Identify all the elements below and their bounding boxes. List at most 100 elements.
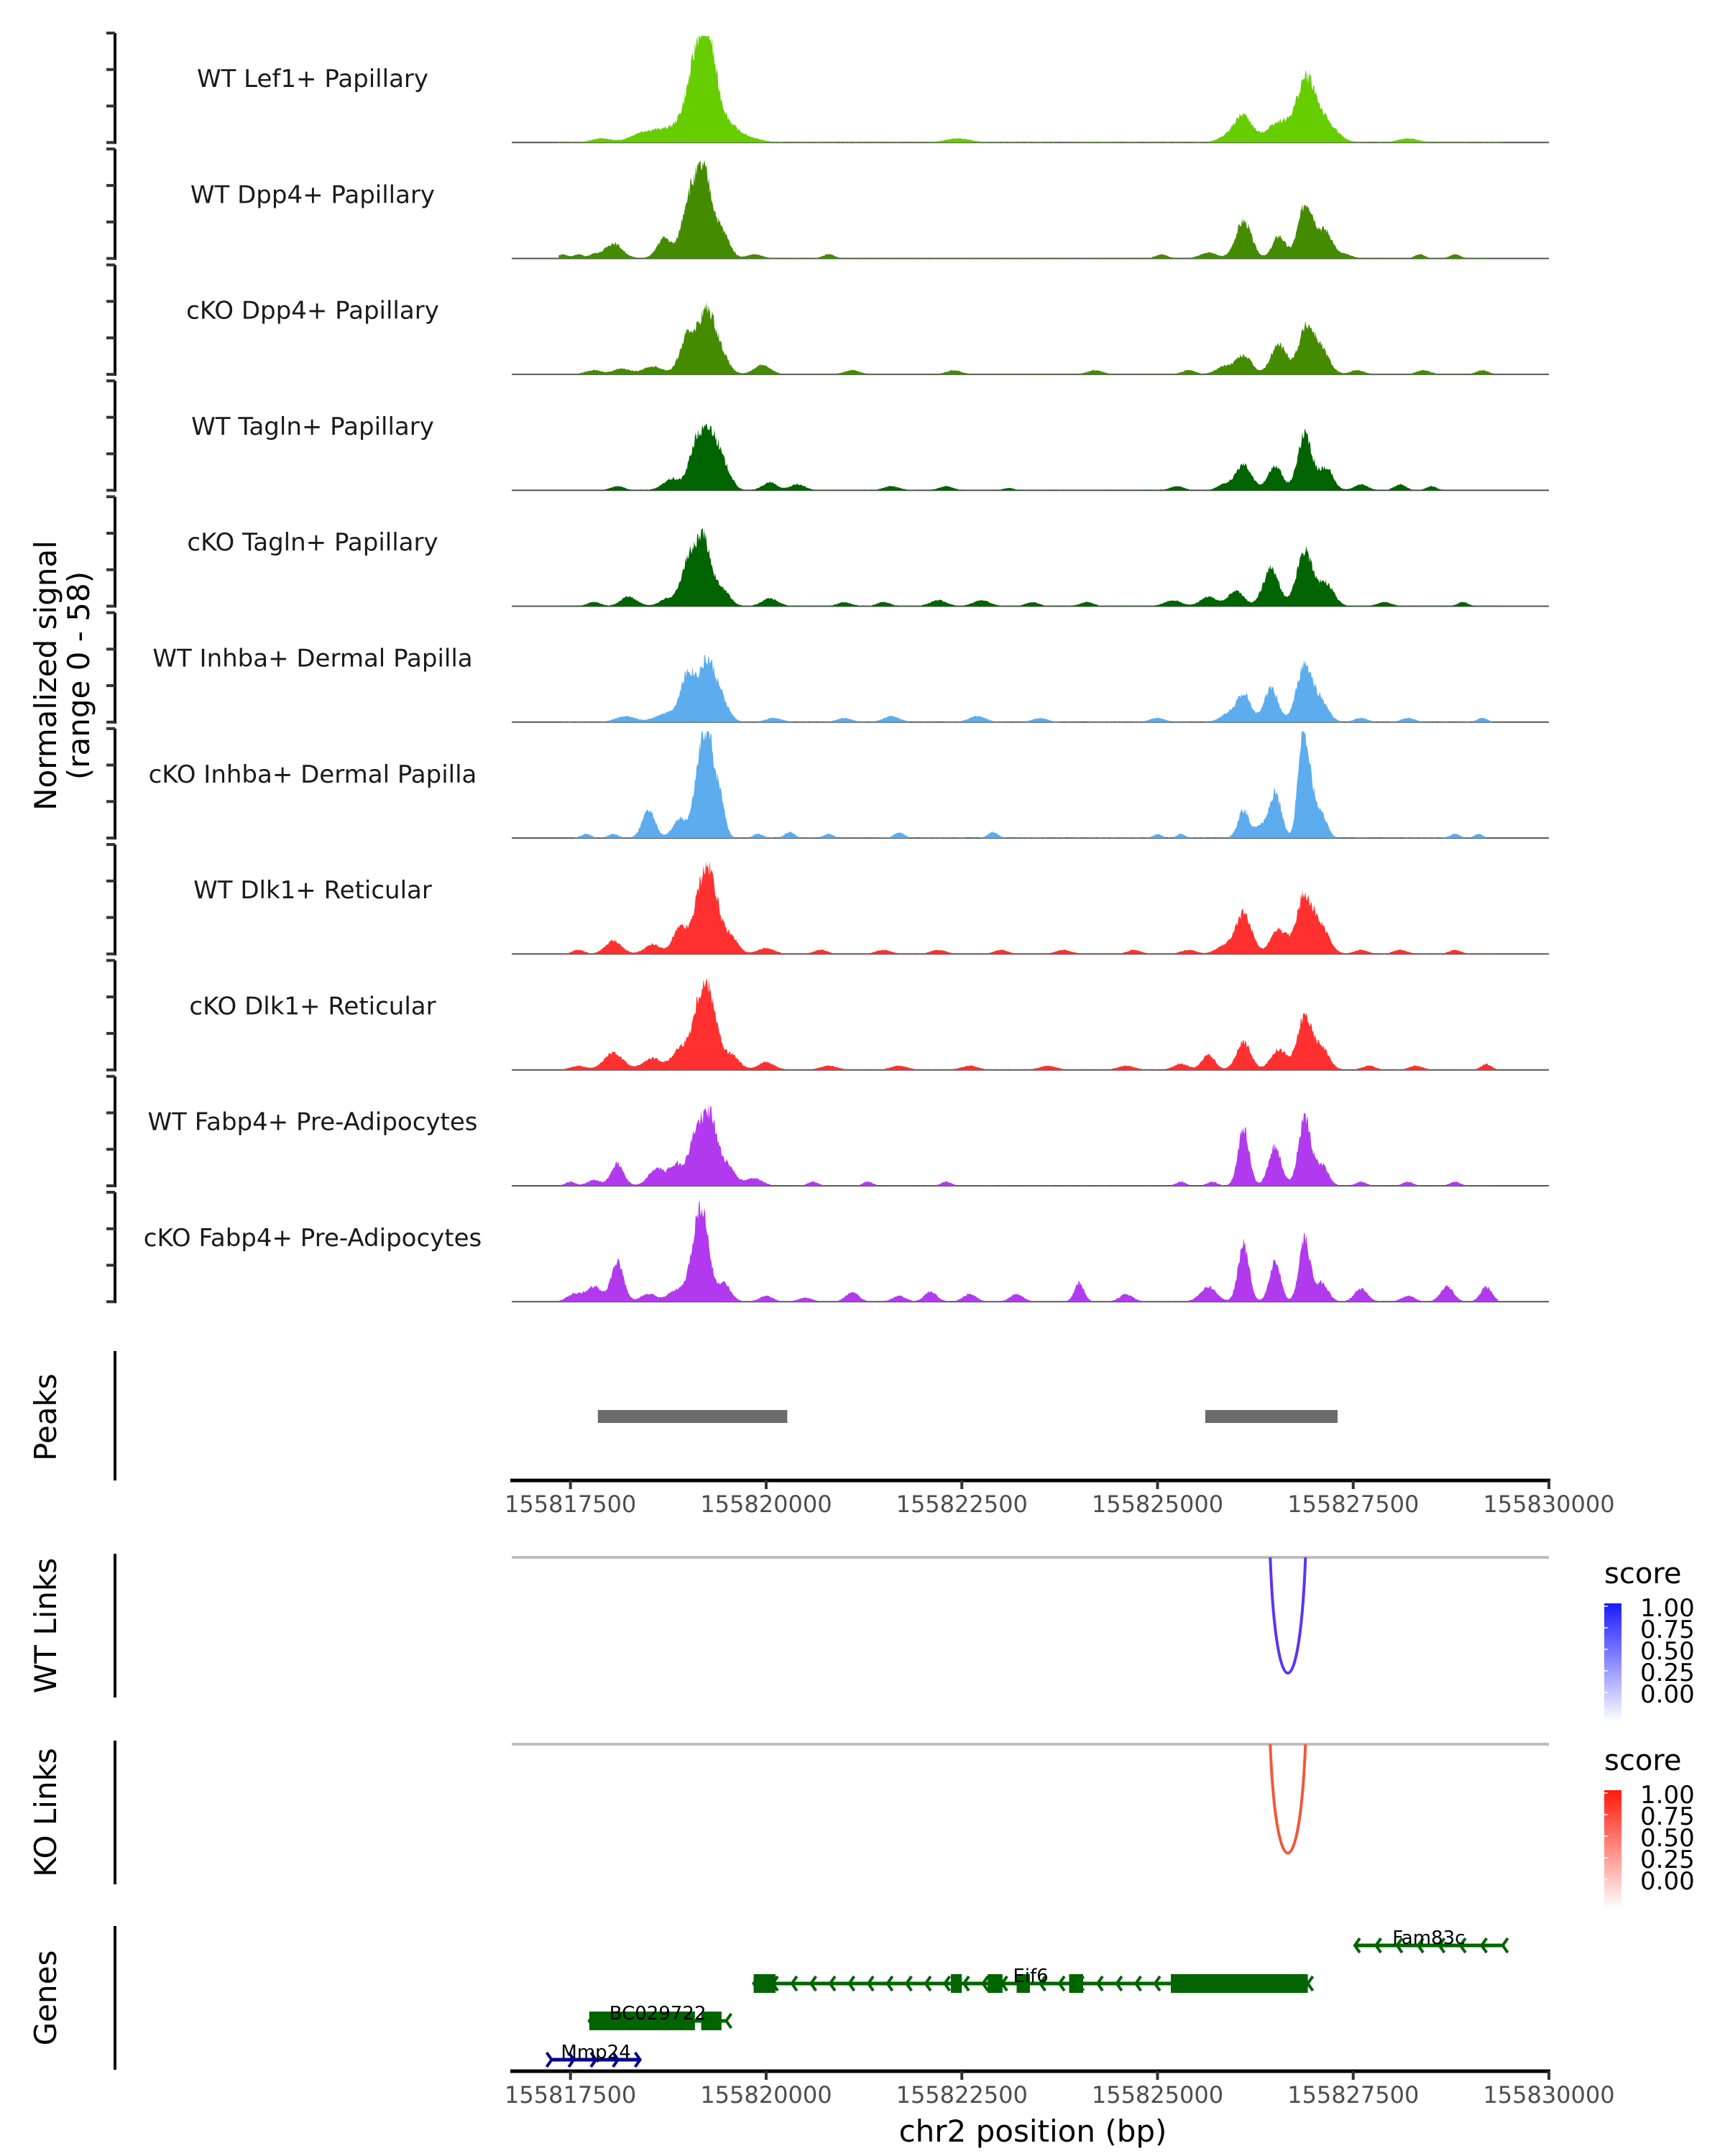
exon [1170, 1974, 1308, 1993]
signal-area [562, 301, 1494, 374]
legend-tick-label: 0.25 [1640, 1659, 1695, 1687]
links-label: WT Links [28, 1558, 63, 1693]
genes-track: Genes Fam83c Eif6 BC029722 Mmp24 [28, 1926, 1509, 2070]
link-arc [1269, 1557, 1307, 1675]
legend-title: score [1604, 1557, 1681, 1590]
x-tick-label: 155827500 [1287, 1491, 1419, 1518]
strand-arrow-icon [828, 1975, 837, 1992]
x-tick-label: 155830000 [1483, 1491, 1614, 1518]
legend-title: score [1604, 1744, 1681, 1777]
track-label: cKO Dlk1+ Reticular [189, 992, 436, 1021]
strand-arrow-icon [962, 1975, 970, 1992]
signal-track: cKO Tagln+ Papillary [106, 495, 1549, 608]
strand-arrow-icon [1306, 1975, 1315, 1992]
strand-arrow-icon [790, 1975, 799, 1992]
x-axis-title: chr2 position (bp) [899, 2114, 1167, 2149]
x-tick-label: 155817500 [505, 1491, 636, 1518]
strand-arrow-icon [866, 1975, 875, 1992]
exon [589, 2012, 695, 2030]
y-axis-title-line: Normalized signal [28, 540, 63, 811]
y-axis-title-line: (range 0 - 58) [61, 571, 96, 780]
legend-colorbar [1604, 1790, 1622, 1909]
signal-area [574, 731, 1486, 839]
legend-colorbar [1604, 1603, 1622, 1722]
exon [701, 2012, 722, 2030]
signal-area [602, 423, 1448, 491]
signal-area [558, 528, 1494, 607]
signal-area [558, 36, 1501, 143]
strand-arrow-icon [1438, 1937, 1446, 1954]
strand-arrow-icon [724, 2012, 733, 2030]
track-label: cKO Tagln+ Papillary [187, 528, 438, 557]
legend-tick-label: 1.00 [1640, 1594, 1695, 1623]
signal-track: cKO Dpp4+ Papillary [106, 263, 1549, 376]
track-label: WT Dpp4+ Papillary [190, 180, 435, 209]
exon [753, 1974, 776, 1993]
signal-track: WT Lef1+ Papillary [106, 32, 1549, 144]
strand-arrow-icon [904, 1975, 913, 1992]
legend-tick-label: 0.75 [1640, 1802, 1695, 1831]
x-tick-label: 155830000 [1483, 2081, 1614, 2109]
strand-arrow-icon [1057, 1975, 1066, 1992]
signal-area [558, 1104, 1494, 1186]
strand-arrow-icon [1458, 1937, 1467, 1954]
exon [1069, 1974, 1084, 1993]
track-label: WT Inhba+ Dermal Papilla [152, 645, 472, 673]
legend-tick-label: 0.00 [1640, 1867, 1695, 1896]
strand-arrow-icon [886, 1975, 894, 1992]
signal-tracks: WT Lef1+ Papillary WT Dpp4+ Papillary cKO … [106, 32, 1549, 1304]
x-tick-label: 155822500 [896, 2081, 1028, 2109]
legend-tick-label: 0.25 [1640, 1846, 1695, 1874]
y-axis-title: Normalized signal(range 0 - 58) [28, 540, 96, 811]
strand-arrow-icon [1133, 1975, 1142, 1992]
signal-track: WT Fabp4+ Pre-Adipocytes [106, 1074, 1549, 1187]
strand-arrow-icon [981, 1975, 990, 1992]
links-label: KO Links [28, 1748, 63, 1877]
peaks-label: Peaks [28, 1373, 63, 1461]
strand-arrow-icon [1115, 1975, 1123, 1992]
legend-tick-label: 0.75 [1640, 1616, 1695, 1644]
gene-name: BC029722 [610, 2003, 707, 2024]
strand-arrow-icon [1479, 1937, 1488, 1954]
track-label: WT Lef1+ Papillary [197, 65, 428, 93]
signal-track: WT Dpp4+ Papillary [106, 147, 1549, 260]
x-tick-label: 155820000 [700, 1491, 832, 1518]
gene-name: Fam83c [1392, 1927, 1465, 1949]
genes-label: Genes [28, 1950, 63, 2046]
signal-track: WT Tagln+ Papillary [106, 379, 1549, 492]
track-label: cKO Dpp4+ Papillary [186, 297, 439, 326]
legend-tick-label: 1.00 [1640, 1781, 1695, 1810]
strand-arrow-icon [589, 2051, 598, 2068]
track-label: cKO Fabp4+ Pre-Adipocytes [144, 1224, 482, 1253]
gene: Fam83c [1353, 1927, 1509, 1954]
signal-area [558, 978, 1499, 1070]
strand-arrow-icon [1416, 1937, 1425, 1954]
signal-track: WT Inhba+ Dermal Papilla [106, 611, 1549, 724]
gene: BC029722 [587, 2003, 733, 2030]
track-label: WT Dlk1+ Reticular [193, 876, 432, 905]
legend-tick-label: 0.00 [1640, 1680, 1695, 1709]
legend-tick-label: 0.50 [1640, 1824, 1695, 1853]
strand-arrow-icon [1395, 1937, 1404, 1954]
track-label: cKO Inhba+ Dermal Papilla [149, 760, 477, 789]
strand-arrow-icon [1095, 1975, 1104, 1992]
gene: Mmp24 [545, 2042, 643, 2068]
track-label: WT Fabp4+ Pre-Adipocytes [148, 1108, 478, 1137]
strand-arrow-icon [1501, 1937, 1509, 1954]
peaks-track: Peaks [28, 1351, 1338, 1480]
exon [950, 1974, 962, 1993]
x-tick-label: 155825000 [1092, 1491, 1223, 1518]
peak-region [597, 1410, 788, 1423]
track-label: WT Tagln+ Papillary [191, 413, 434, 441]
x-tick-label: 155825000 [1092, 2081, 1223, 2109]
strand-arrow-icon [847, 1975, 856, 1992]
links-track: KO Links score 1.000.750.500.250.00 [28, 1741, 1695, 1909]
strand-arrow-icon [1153, 1975, 1162, 1992]
signal-track: cKO Dlk1+ Reticular [106, 959, 1549, 1072]
gene-name: Mmp24 [561, 2042, 630, 2063]
strand-arrow-icon [924, 1975, 932, 1992]
x-axis-top: 155817500 155820000 155822500 155825000 1558… [505, 1478, 1615, 1518]
x-tick-label: 155820000 [700, 2081, 832, 2109]
